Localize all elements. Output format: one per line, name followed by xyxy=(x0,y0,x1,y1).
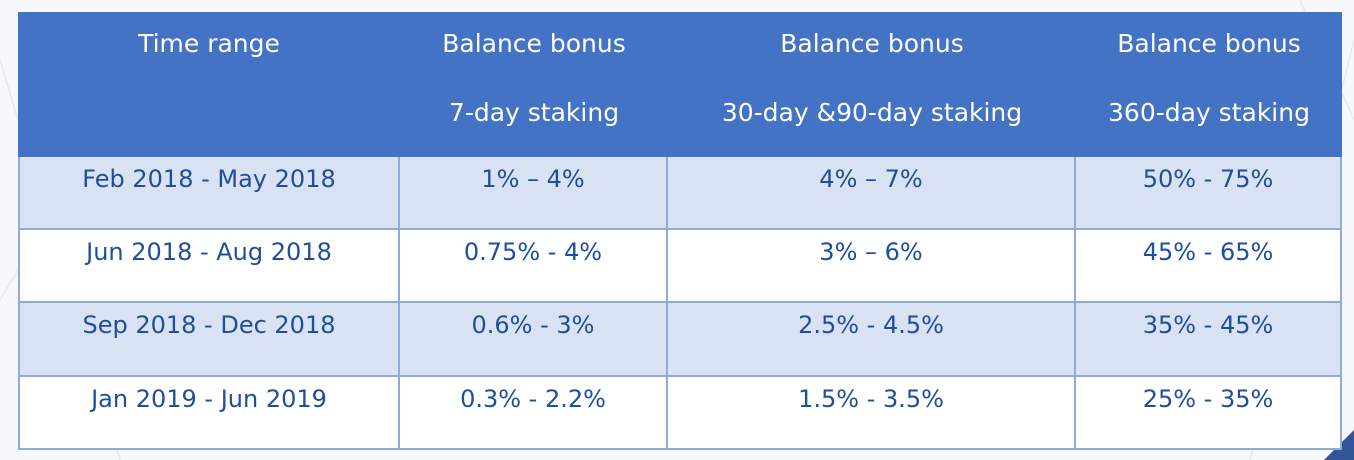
header-text: Balance bonus xyxy=(1117,29,1301,58)
table-cell: 45% - 65% xyxy=(1076,230,1342,303)
table-cell: 0.6% - 3% xyxy=(400,303,668,377)
table-cell: 0.3% - 2.2% xyxy=(400,377,668,450)
table-cell: 25% - 35% xyxy=(1076,377,1342,450)
header-cell: Balance bonus 30-day &90-day staking xyxy=(668,12,1076,157)
header-cell: Balance bonus 7-day staking xyxy=(400,12,668,157)
header-text: 30-day &90-day staking xyxy=(721,97,1023,127)
table-cell: 50% - 75% xyxy=(1076,157,1342,230)
table-cell: Jan 2019 - Jun 2019 xyxy=(18,377,400,450)
table-cell: 1% – 4% xyxy=(400,157,668,230)
table-cell: 35% - 45% xyxy=(1076,303,1342,377)
header-text: Balance bonus xyxy=(780,29,964,58)
header-text: 360-day staking xyxy=(1108,97,1310,127)
header-text: 7-day staking xyxy=(448,97,620,127)
table-cell: Feb 2018 - May 2018 xyxy=(18,157,400,230)
table-cell: 3% – 6% xyxy=(668,230,1076,303)
table-cell: 2.5% - 4.5% xyxy=(668,303,1076,377)
header-cell: Time range xyxy=(18,12,400,157)
table-cell: 0.75% - 4% xyxy=(400,230,668,303)
table-cell: Sep 2018 - Dec 2018 xyxy=(18,303,400,377)
header-text: Time range xyxy=(138,29,280,58)
header-cell: Balance bonus 360-day staking xyxy=(1076,12,1342,157)
header-text: Balance bonus xyxy=(442,29,626,58)
table-cell: Jun 2018 - Aug 2018 xyxy=(18,230,400,303)
table-cell: 4% – 7% xyxy=(668,157,1076,230)
table-cell: 1.5% - 3.5% xyxy=(668,377,1076,450)
